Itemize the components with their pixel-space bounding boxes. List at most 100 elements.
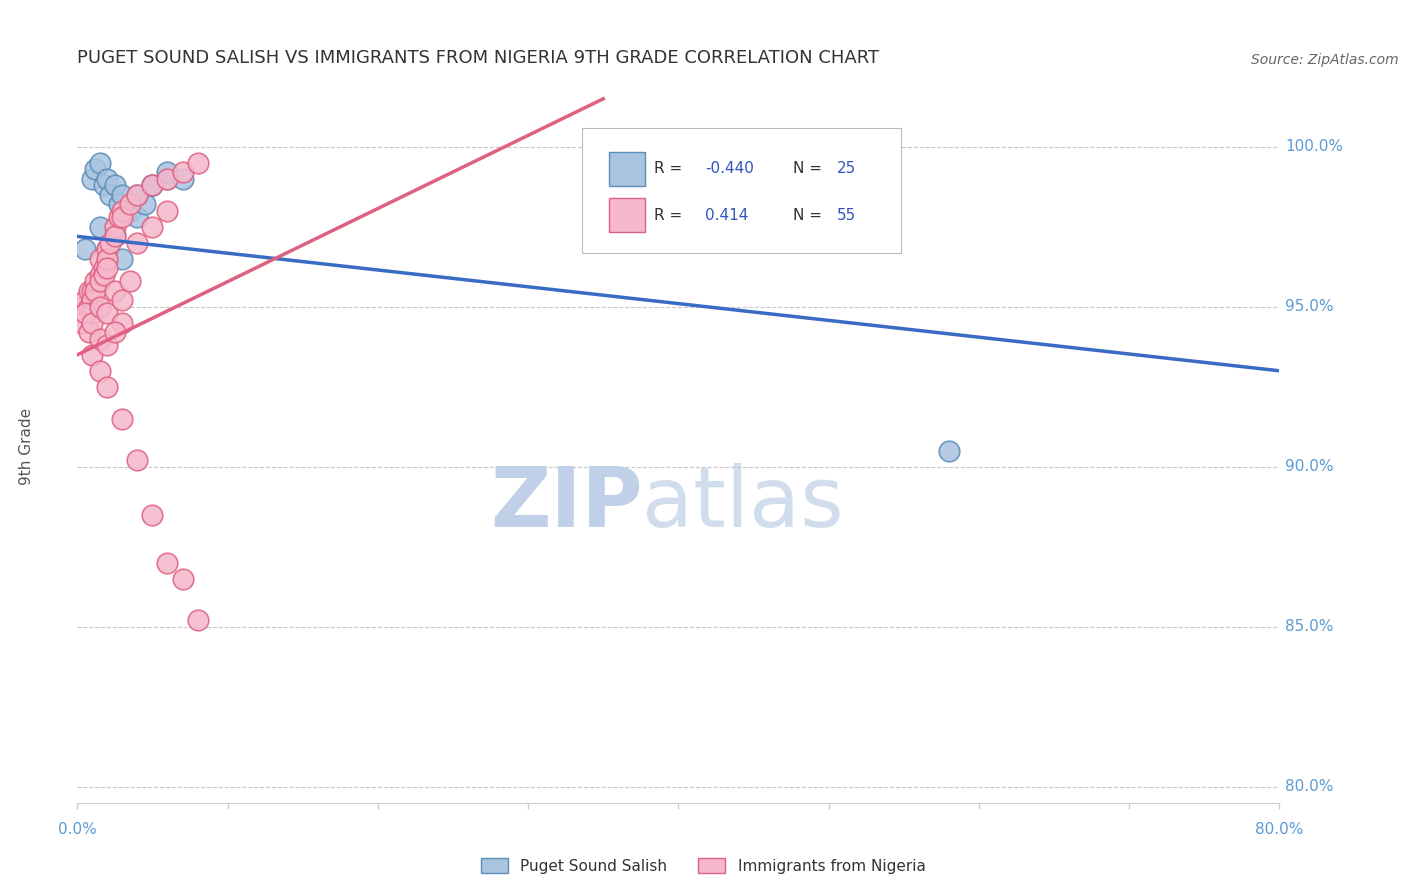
Text: 80.0%: 80.0% [1256,822,1303,838]
Legend: Puget Sound Salish, Immigrants from Nigeria: Puget Sound Salish, Immigrants from Nige… [474,852,932,880]
Point [111,293,134,308]
Text: 100.0%: 100.0% [1285,139,1343,154]
Point [172,572,194,586]
Text: PUGET SOUND SALISH VS IMMIGRANTS FROM NIGERIA 9TH GRADE CORRELATION CHART: PUGET SOUND SALISH VS IMMIGRANTS FROM NI… [77,49,880,67]
Point [111,316,134,330]
Text: 80.0%: 80.0% [1285,780,1333,794]
Point [108,197,131,211]
Point [111,210,134,224]
Point [73,293,96,308]
Text: Source: ZipAtlas.com: Source: ZipAtlas.com [1251,53,1399,67]
Point [127,187,149,202]
Point [84,162,107,177]
Point [156,171,179,186]
Point [817,219,839,234]
Point [84,284,107,298]
Point [93,178,115,193]
Text: 9th Grade: 9th Grade [20,408,34,484]
Point [104,229,127,244]
Point [82,293,104,308]
Text: 95.0%: 95.0% [1285,300,1333,314]
Text: 55: 55 [837,208,856,223]
Point [156,165,179,179]
Point [104,178,127,193]
Point [84,274,107,288]
Point [73,306,96,320]
Point [186,156,209,170]
Text: N =: N = [793,161,827,177]
Point [141,219,163,234]
Point [82,171,104,186]
Point [172,171,194,186]
Point [156,203,179,218]
Point [127,453,149,467]
Point [96,306,118,320]
Point [141,178,163,193]
Text: ZIP: ZIP [489,463,643,543]
Point [186,614,209,628]
Point [73,242,96,256]
Point [93,268,115,282]
Point [127,210,149,224]
Point [100,187,122,202]
Bar [609,152,645,186]
Point [172,165,194,179]
Point [938,443,960,458]
Point [89,219,111,234]
Point [141,178,163,193]
Point [89,332,111,346]
Point [89,274,111,288]
Point [70,300,93,314]
Point [96,380,118,394]
Point [118,197,141,211]
Point [96,242,118,256]
Text: 90.0%: 90.0% [1285,459,1333,475]
Point [127,235,149,250]
Point [73,306,96,320]
Point [89,364,111,378]
Text: atlas: atlas [643,463,844,543]
Point [82,316,104,330]
Point [96,261,118,276]
Point [104,284,127,298]
Point [134,197,156,211]
Point [111,252,134,266]
Text: R =: R = [654,161,688,177]
Text: 25: 25 [837,161,856,177]
Point [93,261,115,276]
Text: 0.0%: 0.0% [58,822,97,838]
Point [111,203,134,218]
Text: R =: R = [654,208,688,223]
Point [96,171,118,186]
Point [104,326,127,340]
Point [96,242,118,256]
Point [89,268,111,282]
FancyBboxPatch shape [582,128,901,253]
Point [141,178,163,193]
Point [70,316,93,330]
Point [111,412,134,426]
Point [127,187,149,202]
Point [89,300,111,314]
Point [82,306,104,320]
Point [156,556,179,570]
Point [82,348,104,362]
Point [100,235,122,250]
Bar [609,198,645,232]
Point [89,252,111,266]
Point [156,171,179,186]
Text: -0.440: -0.440 [704,161,754,177]
Point [79,326,101,340]
Point [118,274,141,288]
Point [96,252,118,266]
Text: 0.414: 0.414 [704,208,748,223]
Point [118,203,141,218]
Point [89,156,111,170]
Point [96,338,118,352]
Point [82,284,104,298]
Point [79,300,101,314]
Point [104,219,127,234]
Point [108,210,131,224]
Text: 85.0%: 85.0% [1285,619,1333,634]
Point [141,508,163,522]
